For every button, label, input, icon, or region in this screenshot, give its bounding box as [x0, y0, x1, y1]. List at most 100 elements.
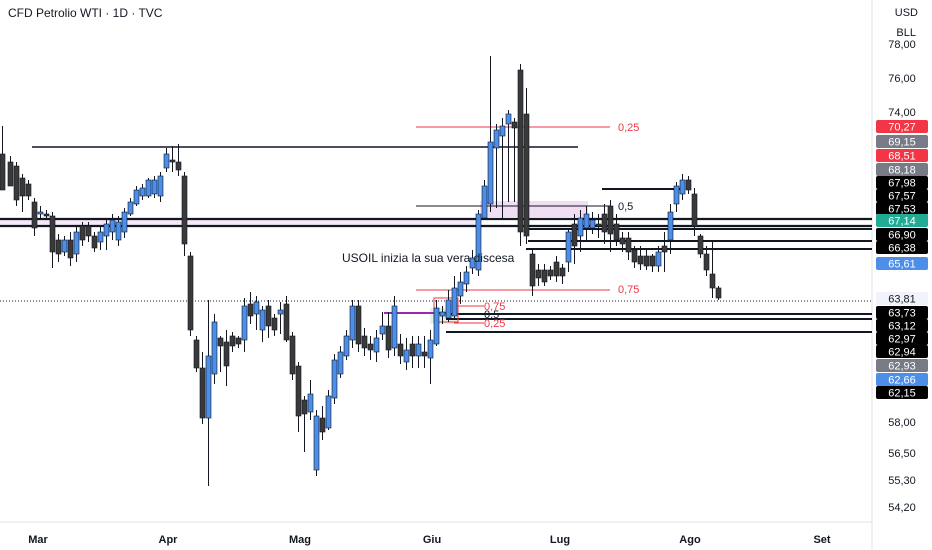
- fib-label: 0,5: [618, 201, 633, 213]
- price-label-badge[interactable]: [876, 292, 928, 305]
- y-axis-tick-label: 74,00: [888, 107, 916, 119]
- candle-body: [187, 255, 194, 331]
- price-label-text: 70,27: [888, 122, 916, 134]
- x-axis-tick-label: Giu: [423, 534, 441, 546]
- price-label-badge[interactable]: [876, 373, 928, 386]
- price-label-badge[interactable]: [876, 202, 928, 215]
- candle-body: [337, 351, 344, 375]
- price-label-badge[interactable]: [876, 332, 928, 345]
- candle-body: [97, 231, 104, 243]
- candle-body: [0, 153, 6, 191]
- candle-body: [253, 301, 260, 315]
- candle-body: [511, 121, 518, 129]
- price-label-badge[interactable]: [876, 189, 928, 202]
- candle-body: [13, 165, 20, 201]
- candle-body: [199, 367, 206, 419]
- price-label-badge[interactable]: [876, 214, 928, 227]
- candle-body: [277, 309, 284, 315]
- candle-body: [37, 211, 44, 215]
- y-axis-tick-label: 58,00: [888, 417, 916, 429]
- fib-label: 0,25: [618, 122, 639, 134]
- candle-body: [229, 335, 236, 347]
- candle-body: [73, 231, 80, 255]
- candle-body: [649, 255, 656, 267]
- zone-purple-band: [0, 219, 480, 227]
- currency-label[interactable]: USD: [894, 7, 918, 19]
- y-axis-tick-label: 54,20: [888, 502, 916, 514]
- candle-body: [433, 307, 440, 345]
- candle-body: [631, 249, 638, 263]
- candle-body: [271, 317, 278, 331]
- price-label-badge[interactable]: [876, 228, 928, 241]
- candle-body: [91, 235, 98, 249]
- candle-body: [49, 215, 56, 253]
- price-label-text: 66,38: [888, 243, 916, 255]
- candle-body: [709, 273, 716, 289]
- candle-body: [61, 239, 68, 253]
- candle-body: [541, 269, 548, 283]
- x-axis-tick-label: Mag: [289, 534, 311, 546]
- candle-body: [193, 339, 200, 369]
- candle-body: [673, 185, 680, 205]
- candle-body: [403, 349, 410, 363]
- price-label-badge[interactable]: [876, 359, 928, 372]
- candle-body: [493, 129, 500, 149]
- price-label-badge[interactable]: [876, 176, 928, 189]
- x-axis-tick-label: Apr: [159, 534, 179, 546]
- candle-body: [463, 271, 470, 285]
- candle-body: [715, 287, 722, 299]
- price-label-badge[interactable]: [876, 163, 928, 176]
- candle-body: [577, 217, 584, 237]
- candle-body: [133, 189, 140, 205]
- price-label-badge[interactable]: [876, 241, 928, 254]
- y-axis-tick-label: 76,00: [888, 73, 916, 85]
- candle-body: [205, 355, 212, 419]
- candle-body: [241, 305, 248, 341]
- candle-body: [157, 175, 164, 197]
- price-label-badge[interactable]: [876, 306, 928, 319]
- candle-body: [211, 321, 218, 375]
- candle-body: [487, 141, 494, 205]
- price-label-text: 63,73: [888, 308, 916, 320]
- candle-body: [145, 179, 152, 197]
- price-label-text: 62,93: [888, 361, 916, 373]
- x-axis-tick-label: Set: [813, 534, 830, 546]
- candle-body: [523, 113, 530, 237]
- price-label-text: 63,12: [888, 321, 916, 333]
- candle-body: [25, 183, 32, 197]
- x-axis-tick-label: Lug: [550, 534, 570, 546]
- price-label-text: 67,98: [888, 178, 916, 190]
- candle-body: [535, 269, 542, 279]
- candle-body: [175, 161, 182, 171]
- price-label-badge[interactable]: [876, 149, 928, 162]
- candle-body: [223, 341, 230, 367]
- price-label-badge[interactable]: [876, 120, 928, 133]
- candle-body: [31, 201, 38, 229]
- price-label-badge[interactable]: [876, 345, 928, 358]
- zone-purple: [480, 201, 588, 217]
- candle-body: [373, 337, 380, 353]
- candle-body: [589, 219, 596, 229]
- candle-body: [319, 417, 326, 433]
- candle-body: [655, 251, 662, 267]
- candle-body: [661, 245, 668, 253]
- annotation-text: USOIL inizia la sua vera discesa: [342, 251, 515, 265]
- candle-body: [109, 219, 116, 233]
- candle-body: [625, 237, 632, 253]
- price-label-badge[interactable]: [876, 319, 928, 332]
- fib-label: 0,25: [484, 318, 505, 330]
- chart-title: CFD Petrolio WTI · 1D · TVC: [8, 6, 163, 20]
- candle-body: [607, 205, 614, 235]
- candle-body: [697, 235, 704, 255]
- price-label-text: 66,90: [888, 230, 916, 242]
- candle-body: [43, 213, 50, 217]
- candle-body: [571, 223, 578, 247]
- candle-body: [325, 395, 332, 429]
- price-label-badge[interactable]: [876, 386, 928, 399]
- unit-label[interactable]: BLL: [896, 27, 916, 39]
- candle-body: [505, 113, 512, 125]
- price-label-badge[interactable]: [876, 257, 928, 270]
- price-label-badge[interactable]: [876, 135, 928, 148]
- candle-body: [235, 337, 242, 345]
